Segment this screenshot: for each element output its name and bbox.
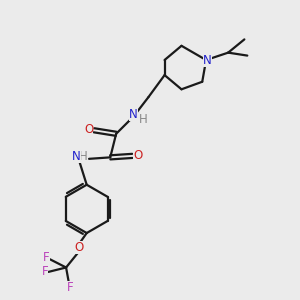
Text: H: H [139, 113, 148, 126]
Text: F: F [43, 251, 50, 264]
Text: O: O [133, 149, 142, 162]
Text: F: F [67, 281, 74, 294]
Text: O: O [84, 123, 93, 136]
Text: F: F [42, 266, 48, 278]
Text: N: N [72, 150, 81, 163]
Text: N: N [203, 53, 212, 67]
Text: H: H [80, 150, 88, 163]
Text: O: O [74, 241, 84, 254]
Text: N: N [129, 108, 138, 122]
